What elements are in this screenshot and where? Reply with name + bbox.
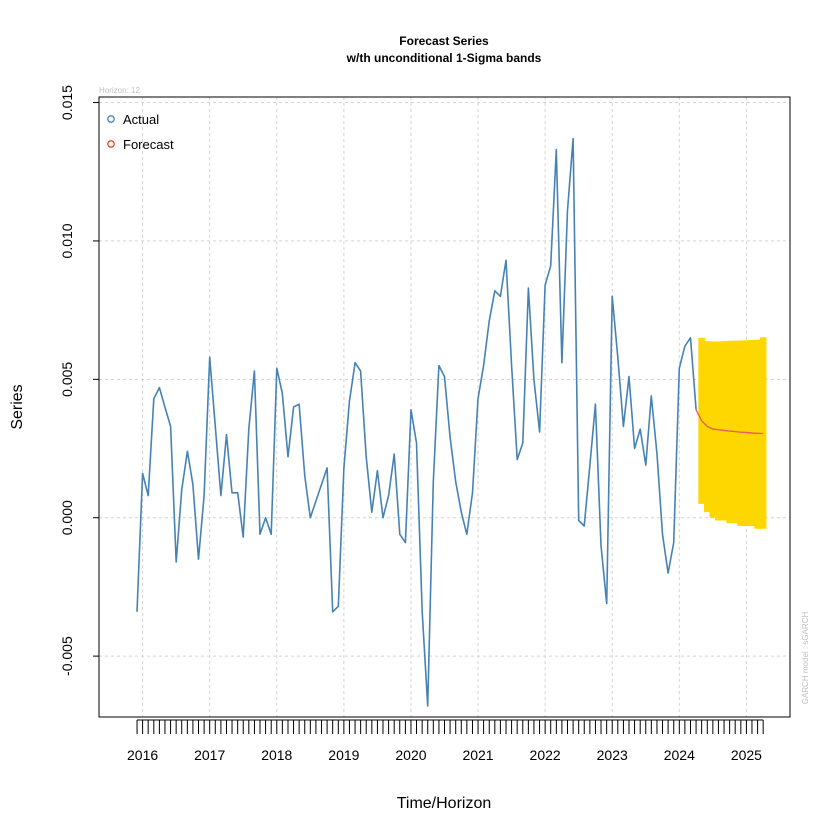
sigma-band-bar [715,341,722,521]
legend-forecast-marker [107,140,115,148]
x-axis-label: Time/Horizon [397,795,492,812]
horizon-label: Horizon: 12 [99,86,140,95]
sigma-band-bar [726,340,733,524]
forecast-series-line [695,409,764,435]
y-tick-label: 0.010 [59,223,75,258]
x-tick-label: 2024 [664,747,695,763]
x-tick-label: 2025 [731,747,762,763]
legend-actual-marker [107,115,115,123]
y-tick-label: 0.005 [59,362,75,397]
x-tick-label: 2017 [194,747,225,763]
grid-layer [99,97,790,717]
sigma-band-bar [737,340,745,527]
x-tick-label: 2022 [530,747,561,763]
legend: Actual Forecast [107,112,174,152]
x-tick-label: 2020 [395,747,426,763]
axis-layer: -0.005 0.000 0.005 0.010 0.015 2016 2017 2018 20… [59,85,764,763]
x-tick-label: 2016 [127,747,158,763]
x-tick-label: 2021 [462,747,493,763]
actual-series-line [136,137,697,707]
plot-frame [98,96,791,718]
x-tick-label: 2023 [597,747,628,763]
y-tick-label: -0.005 [59,636,75,676]
chart-title: Forecast Series [399,34,489,48]
legend-actual-label: Actual [123,112,159,127]
y-axis-label: Series [9,384,26,429]
series-line-layer [136,137,764,707]
model-side-note: GARCH model : sGARCH [801,612,810,705]
x-tick-label: 2018 [261,747,292,763]
sigma-band-bar [754,339,761,529]
chart-subtitle: w/th unconditional 1-Sigma bands [346,51,542,65]
y-tick-label: 0.000 [59,500,75,535]
y-tick-label: 0.015 [59,85,75,120]
legend-forecast-label: Forecast [123,137,174,152]
x-tick-label: 2019 [328,747,359,763]
